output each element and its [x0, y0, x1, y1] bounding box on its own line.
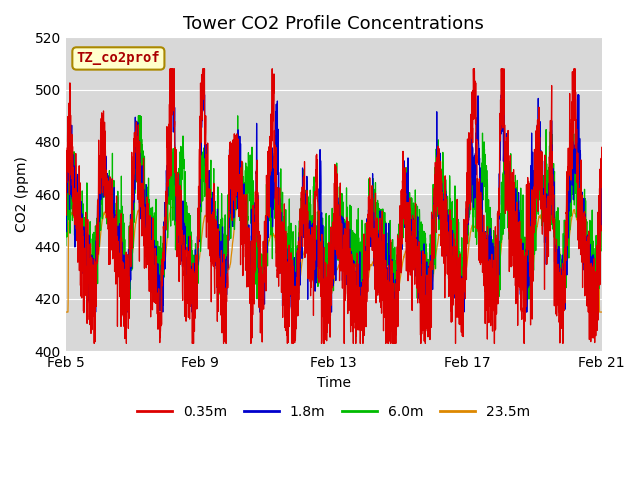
Bar: [66, 142, 602, 194]
X-axis label: Time: Time: [317, 376, 351, 390]
Text: TZ_co2prof: TZ_co2prof: [77, 51, 160, 65]
Title: Tower CO2 Profile Concentrations: Tower CO2 Profile Concentrations: [183, 15, 484, 33]
Legend: 0.35m, 1.8m, 6.0m, 23.5m: 0.35m, 1.8m, 6.0m, 23.5m: [132, 399, 536, 424]
Y-axis label: CO2 (ppm): CO2 (ppm): [15, 156, 29, 232]
